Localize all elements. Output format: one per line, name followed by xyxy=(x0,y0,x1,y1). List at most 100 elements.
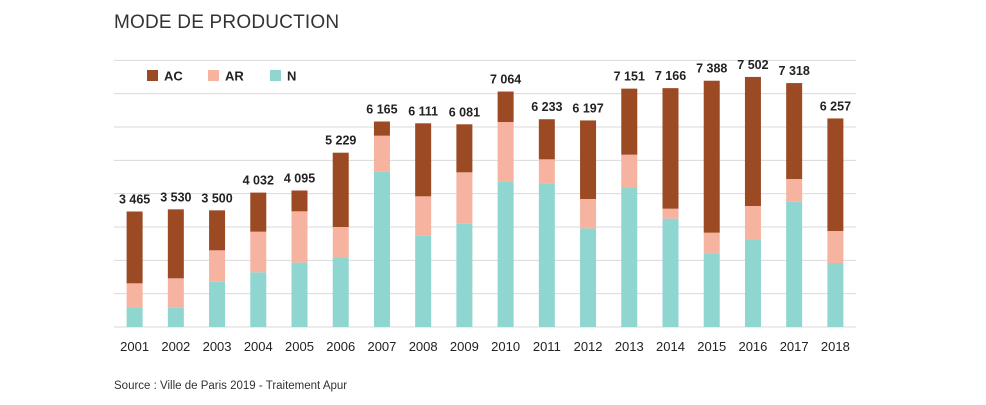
x-tick-2007: 2007 xyxy=(367,339,396,354)
bar-n-2009 xyxy=(456,223,473,327)
bar-n-2013 xyxy=(621,188,638,327)
bar-ar-2008 xyxy=(415,196,432,236)
x-tick-2017: 2017 xyxy=(780,339,809,354)
bar-n-2017 xyxy=(786,201,803,327)
bar-n-2016 xyxy=(744,240,761,327)
total-label-2012: 6 197 xyxy=(572,101,603,115)
x-tick-2015: 2015 xyxy=(697,339,726,354)
total-label-2007: 6 165 xyxy=(366,103,397,117)
total-label-2018: 6 257 xyxy=(820,99,851,113)
bar-ar-2007 xyxy=(373,135,390,172)
total-label-2002: 3 530 xyxy=(160,190,191,204)
x-tick-2008: 2008 xyxy=(409,339,438,354)
bar-ac-2010 xyxy=(497,91,514,122)
bar-stacks xyxy=(126,76,844,327)
bar-ac-2001 xyxy=(126,211,143,284)
x-tick-2005: 2005 xyxy=(285,339,314,354)
bar-ar-2016 xyxy=(744,206,761,240)
bar-ar-2012 xyxy=(580,199,597,229)
legend-swatch-n xyxy=(270,70,281,81)
x-tick-2002: 2002 xyxy=(161,339,190,354)
x-tick-2013: 2013 xyxy=(615,339,644,354)
x-tick-2011: 2011 xyxy=(533,339,561,354)
total-label-2016: 7 502 xyxy=(737,58,768,72)
total-label-2010: 7 064 xyxy=(490,73,521,87)
bar-ar-2013 xyxy=(621,154,638,188)
x-tick-2012: 2012 xyxy=(574,339,603,354)
bar-ac-2012 xyxy=(580,120,597,199)
chart-title: MODE DE PRODUCTION xyxy=(114,12,340,33)
total-label-2013: 7 151 xyxy=(614,70,645,84)
total-label-2008: 6 111 xyxy=(408,104,438,118)
x-tick-2009: 2009 xyxy=(450,339,479,354)
bar-ar-2001 xyxy=(126,283,143,308)
bar-ac-2009 xyxy=(456,124,473,173)
bar-ar-2005 xyxy=(291,211,308,263)
bar-n-2006 xyxy=(332,258,349,327)
bar-n-2011 xyxy=(538,183,555,327)
bar-ac-2002 xyxy=(167,209,184,279)
bar-ac-2003 xyxy=(209,210,226,251)
bar-n-2007 xyxy=(373,171,390,327)
bar-ar-2015 xyxy=(703,232,720,254)
bar-n-2014 xyxy=(662,218,679,327)
x-tick-2018: 2018 xyxy=(821,339,850,354)
total-label-2015: 7 388 xyxy=(696,62,727,76)
legend-label-ar: AR xyxy=(225,69,244,84)
x-tick-2004: 2004 xyxy=(244,339,273,354)
bar-ac-2018 xyxy=(827,118,844,231)
legend-label-n: N xyxy=(287,69,296,84)
bar-ar-2018 xyxy=(827,231,844,263)
bar-ar-2004 xyxy=(250,231,267,273)
x-tick-2003: 2003 xyxy=(203,339,232,354)
legend: AC AR N xyxy=(147,69,296,84)
bar-ac-2008 xyxy=(415,123,432,197)
bar-ar-2017 xyxy=(786,179,803,202)
bar-ac-2014 xyxy=(662,88,679,209)
total-label-2017: 7 318 xyxy=(779,64,810,78)
bar-n-2010 xyxy=(497,181,514,327)
bar-ac-2015 xyxy=(703,80,720,233)
bar-ac-2004 xyxy=(250,192,267,232)
total-label-2011: 6 233 xyxy=(531,100,562,114)
bar-n-2018 xyxy=(827,263,844,327)
bar-ac-2011 xyxy=(538,119,555,160)
bar-ar-2006 xyxy=(332,227,349,258)
legend-swatch-ar xyxy=(208,70,219,81)
gridlines xyxy=(114,59,856,328)
x-tick-2016: 2016 xyxy=(738,339,767,354)
x-tick-2006: 2006 xyxy=(326,339,355,354)
bar-n-2002 xyxy=(167,307,184,327)
x-tick-2014: 2014 xyxy=(656,339,685,354)
bar-ac-2016 xyxy=(744,76,761,206)
legend-label-ac: AC xyxy=(164,69,183,84)
bar-ac-2005 xyxy=(291,190,308,212)
bar-n-2001 xyxy=(126,308,143,327)
total-label-2001: 3 465 xyxy=(119,193,150,207)
bar-n-2005 xyxy=(291,262,308,327)
total-label-2006: 5 229 xyxy=(325,134,356,148)
bar-ar-2014 xyxy=(662,208,679,219)
x-tick-2010: 2010 xyxy=(491,339,520,354)
bar-ac-2013 xyxy=(621,88,638,155)
total-labels: 3 465 3 530 3 500 4 032 4 095 5 229 6 165 6 111… xyxy=(119,58,851,207)
x-tick-2001: 2001 xyxy=(120,339,149,354)
total-label-2009: 6 081 xyxy=(449,105,480,119)
bar-ar-2003 xyxy=(209,250,226,282)
bar-ar-2011 xyxy=(538,159,555,184)
total-label-2003: 3 500 xyxy=(201,191,232,205)
bar-n-2003 xyxy=(209,281,226,327)
x-tick-labels: 2001 2002 2003 2004 2005 2006 2007 2008 2009 2010… xyxy=(120,339,850,354)
bar-n-2015 xyxy=(703,253,720,327)
total-label-2004: 4 032 xyxy=(243,174,274,188)
legend-swatch-ac xyxy=(147,70,158,81)
total-label-2014: 7 166 xyxy=(655,69,686,83)
bar-ar-2002 xyxy=(167,278,184,308)
bar-ar-2009 xyxy=(456,172,473,224)
bar-n-2012 xyxy=(580,228,597,327)
bar-ac-2007 xyxy=(373,121,390,136)
bar-ac-2006 xyxy=(332,152,349,227)
bar-ac-2017 xyxy=(786,83,803,179)
total-label-2005: 4 095 xyxy=(284,172,315,186)
